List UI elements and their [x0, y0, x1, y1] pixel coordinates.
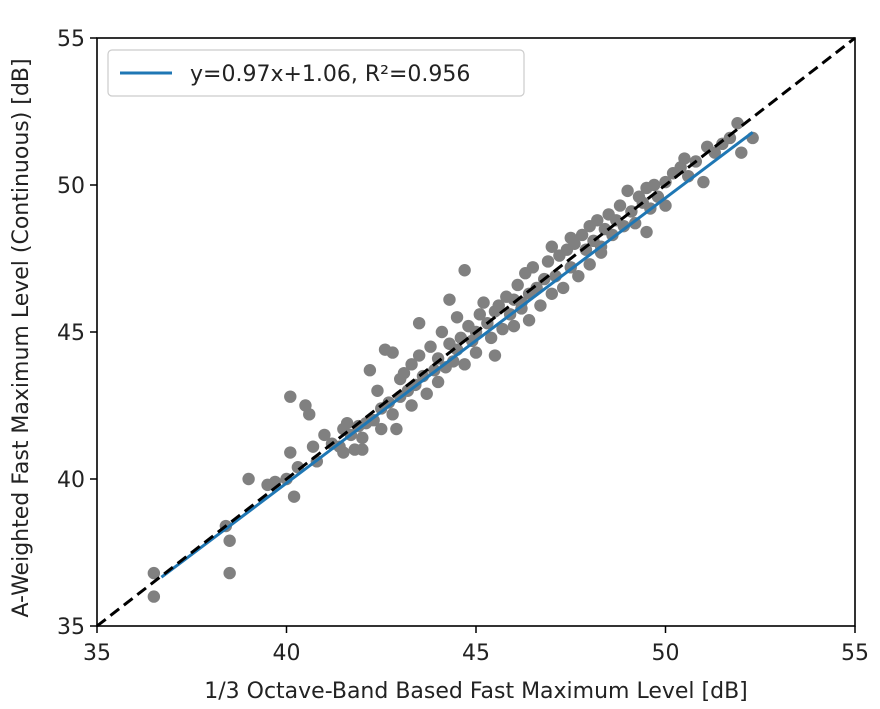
data-point — [473, 308, 486, 321]
data-point — [287, 490, 301, 503]
data-point — [147, 566, 161, 580]
data-point — [541, 255, 555, 268]
data-point — [735, 146, 748, 159]
identity-line — [96, 36, 856, 628]
data-point — [306, 440, 320, 453]
data-point — [575, 228, 589, 242]
data-point — [412, 349, 426, 362]
y-tick-label: 40 — [57, 468, 85, 493]
data-point — [375, 422, 388, 436]
data-point — [371, 384, 384, 397]
data-point — [522, 314, 536, 327]
data-point — [303, 408, 316, 421]
lines-layer — [96, 36, 856, 628]
data-point — [659, 199, 672, 212]
data-point — [606, 228, 619, 242]
data-point — [564, 231, 577, 245]
x-tick-label: 55 — [841, 641, 869, 666]
data-point — [659, 175, 672, 189]
data-point — [367, 414, 380, 427]
points-layer — [147, 117, 759, 603]
x-tick-label: 40 — [273, 641, 301, 666]
data-point — [621, 184, 634, 198]
x-tick-label: 50 — [652, 641, 680, 666]
data-point — [356, 443, 369, 456]
data-point — [435, 325, 449, 339]
data-point — [678, 152, 691, 165]
data-point — [424, 340, 437, 353]
x-tick-label: 35 — [83, 641, 111, 666]
data-point — [420, 387, 433, 400]
data-point — [697, 175, 710, 189]
data-point — [583, 258, 596, 271]
data-point — [147, 590, 161, 603]
data-point — [223, 566, 236, 580]
legend-fit-line-label: y=0.97x+1.06, R²=0.956 — [190, 62, 470, 87]
data-point — [390, 422, 403, 436]
y-tick-label: 50 — [57, 174, 85, 199]
data-point — [450, 311, 464, 324]
data-point — [405, 399, 418, 412]
ticks-layer: 35 40 45 50 55 35 40 45 50 55 — [57, 27, 869, 666]
data-point — [640, 225, 653, 239]
data-point — [613, 199, 627, 212]
data-point — [443, 293, 456, 306]
data-point — [545, 240, 558, 253]
data-point — [284, 390, 297, 403]
data-point — [534, 299, 547, 312]
data-point — [356, 431, 369, 445]
data-point — [731, 117, 744, 130]
data-point — [340, 416, 354, 430]
data-point — [337, 446, 350, 459]
data-point — [507, 319, 521, 333]
data-point — [579, 243, 593, 256]
data-point — [723, 131, 737, 145]
data-point — [511, 278, 524, 292]
data-point — [496, 322, 509, 336]
data-point — [242, 472, 255, 486]
data-point — [397, 366, 411, 380]
y-tick-label: 55 — [57, 27, 85, 52]
data-point — [223, 534, 236, 547]
y-tick-label: 45 — [57, 321, 85, 346]
data-point — [477, 296, 490, 309]
y-axis-label: A-Weighted Fast Maximum Level (Continuou… — [9, 58, 34, 617]
data-point — [284, 446, 297, 459]
data-point — [572, 269, 585, 283]
data-point — [708, 146, 721, 159]
data-point — [458, 358, 471, 371]
data-point — [412, 316, 426, 330]
data-point — [431, 375, 445, 389]
data-point — [545, 287, 558, 300]
data-point — [488, 349, 502, 362]
data-point — [405, 358, 418, 371]
data-point — [526, 261, 540, 274]
data-point — [291, 461, 305, 474]
legend-box — [107, 49, 525, 97]
data-point — [431, 352, 445, 365]
fit-line — [160, 131, 754, 579]
data-point — [318, 428, 331, 442]
x-axis-label: 1/3 Octave-Band Based Fast Maximum Level… — [204, 679, 748, 704]
data-point — [647, 178, 661, 192]
data-point — [458, 264, 471, 277]
data-point — [556, 281, 570, 295]
data-point — [469, 346, 483, 359]
data-point — [484, 331, 498, 345]
data-point — [386, 346, 399, 359]
y-tick-label: 35 — [57, 615, 85, 640]
data-point — [386, 408, 399, 421]
data-point — [492, 299, 505, 312]
data-point — [363, 364, 377, 377]
data-point — [617, 219, 631, 233]
x-tick-label: 45 — [462, 641, 490, 666]
legend: y=0.97x+1.06, R²=0.956 — [107, 49, 525, 97]
data-point — [591, 214, 604, 227]
